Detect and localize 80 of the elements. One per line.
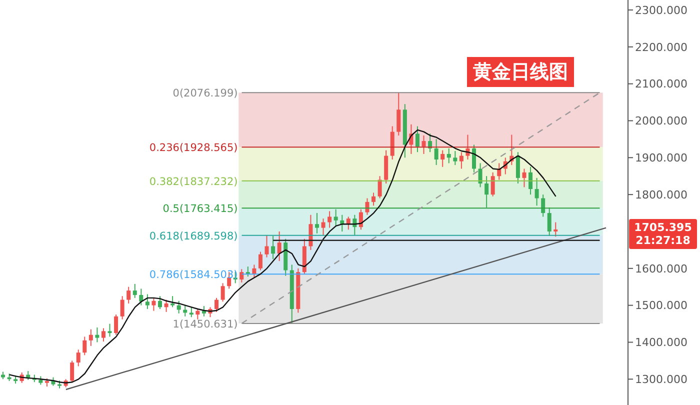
candlestick (554, 222, 558, 238)
ref-line-label: 0(2076.199) (172, 88, 238, 100)
candlestick (196, 308, 200, 320)
candlestick (490, 172, 495, 197)
candlestick (453, 150, 458, 166)
candlestick (358, 208, 363, 230)
candlestick (183, 304, 188, 317)
candlestick (214, 297, 219, 312)
candlestick (88, 328, 93, 346)
candlestick (95, 326, 100, 343)
candlestick (277, 230, 282, 262)
candlestick (440, 150, 445, 168)
y-tick-label: 1600.000 (635, 262, 688, 276)
y-tick-label: 2300.000 (635, 4, 688, 17)
candlestick (422, 134, 426, 154)
candlestick (328, 210, 332, 228)
candlestick (139, 288, 144, 306)
candlestick (176, 300, 181, 314)
candlestick (365, 198, 370, 216)
ref-line-label: 1(1450.631) (172, 318, 238, 331)
line-series (8, 129, 556, 384)
candlestick (384, 150, 388, 184)
ref-line-label: 0.618(1689.598) (149, 230, 238, 242)
candlestick (252, 264, 256, 278)
candlestick (126, 286, 131, 304)
candlestick (101, 328, 106, 342)
candlestick (478, 162, 482, 188)
candlestick (158, 296, 162, 310)
candlestick (528, 166, 533, 196)
text: 1705.395 (633, 221, 693, 234)
candlestick (321, 218, 326, 236)
candlestick (315, 212, 319, 234)
candlestick (541, 194, 546, 218)
candlestick (145, 294, 150, 310)
y-tick-label: 1800.000 (635, 188, 688, 202)
candlestick (547, 206, 552, 236)
candlestick (170, 296, 175, 308)
candlestick (114, 314, 118, 336)
ref-line-label: 0.236(1928.565) (149, 142, 238, 154)
y-tick-label: 1900.000 (635, 152, 688, 165)
candlestick (152, 297, 156, 312)
candlestick (334, 208, 338, 226)
candlestick (415, 126, 420, 153)
candlestick (396, 92, 401, 136)
candlestick (264, 234, 269, 258)
y-tick-label: 2000.000 (635, 114, 688, 128)
candlestick (76, 349, 80, 367)
y-tick-label: 1400.000 (635, 336, 688, 350)
candlestick (120, 296, 124, 320)
text: 黄金日线图 (467, 57, 574, 87)
ref-line-label: 0.5(1763.415) (162, 203, 238, 216)
y-tick-label: 2200.000 (635, 40, 688, 54)
candlestick (240, 268, 244, 283)
candlestick (82, 336, 87, 356)
candlestick (390, 126, 394, 160)
y-tick-label: 1300.000 (635, 373, 688, 386)
candlestick (372, 192, 376, 206)
candlestick (534, 177, 539, 206)
candlestick (258, 251, 262, 271)
candlestick (522, 168, 526, 188)
candlestick (189, 306, 194, 318)
candlestick (202, 306, 206, 317)
candlestick (378, 176, 382, 199)
candlestick (459, 152, 464, 170)
candlestick (108, 323, 112, 338)
candlestick (132, 283, 137, 298)
candlestick (484, 176, 489, 208)
candlestick (516, 152, 520, 184)
text: 21:27:18 (634, 234, 692, 248)
candlestick (472, 144, 476, 173)
y-tick-label: 2100.000 (635, 78, 688, 91)
y-tick-label: 1500.000 (635, 299, 688, 312)
ref-line-label: 0.382(1837.232) (149, 176, 238, 188)
candlestick (446, 148, 451, 164)
candlestick (346, 216, 350, 230)
candlestick (70, 360, 74, 383)
candlestick (434, 138, 438, 166)
candlestick (220, 282, 225, 302)
candlestick (271, 235, 276, 260)
candlestick (164, 299, 168, 312)
